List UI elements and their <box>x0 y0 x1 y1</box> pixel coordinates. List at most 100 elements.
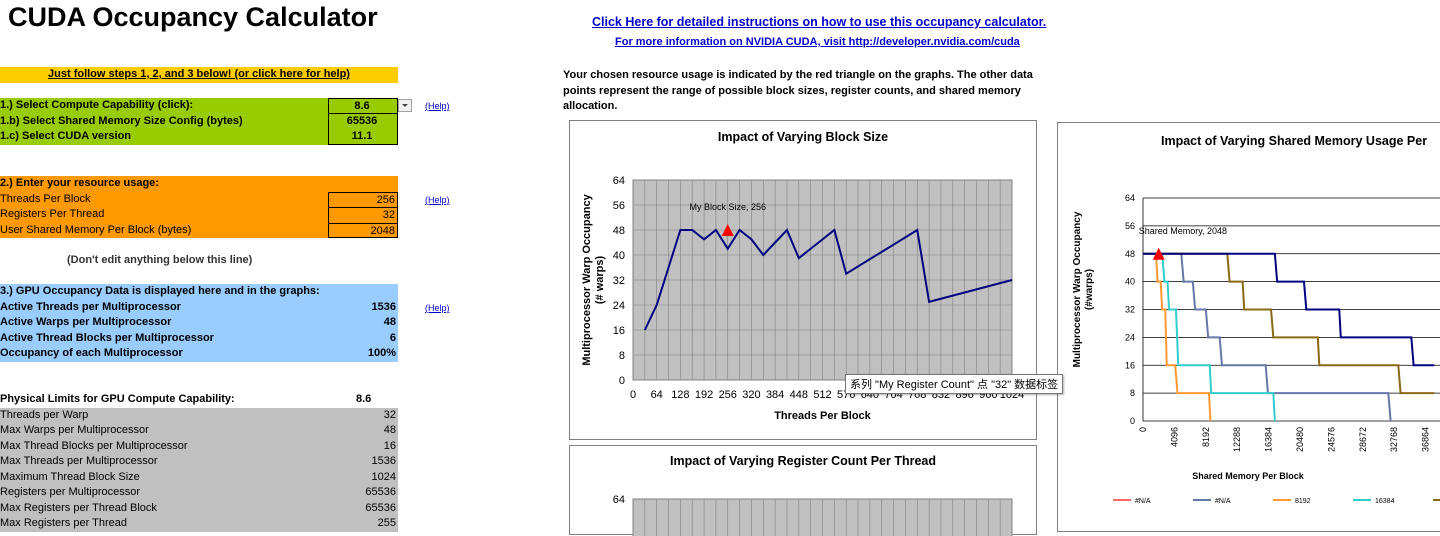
series-line <box>1143 252 1212 422</box>
shared-memory-config-value[interactable]: 65536 <box>328 113 398 129</box>
x-tick-label: 384 <box>766 389 784 401</box>
shared-memory-marker <box>1152 247 1165 260</box>
limit-value: 65536 <box>365 501 396 514</box>
x-tick-label: 192 <box>695 389 713 401</box>
register-count-chart[interactable]: Impact of Varying Register Count Per Thr… <box>569 445 1037 536</box>
occupancy-result-value: 100% <box>367 347 396 359</box>
step1-help-link[interactable]: (Help) <box>425 101 450 111</box>
y-tick-label: 56 <box>613 200 625 212</box>
y-tick-label: 48 <box>613 225 625 237</box>
limit-value: 255 <box>377 517 396 529</box>
limit-label: Max Registers per Thread <box>0 517 127 529</box>
registers-per-thread-input[interactable]: 32 <box>328 207 398 223</box>
limit-label: Maximum Thread Block Size <box>0 470 140 483</box>
shared-memory-per-block-input[interactable]: 2048 <box>328 222 398 238</box>
page-title: CUDA Occupancy Calculator <box>8 2 378 32</box>
limit-value: 1536 <box>371 455 396 467</box>
x-tick-label: 448 <box>790 389 808 401</box>
marker-label: My Block Size, 256 <box>689 202 766 212</box>
x-tick-label: 16384 <box>1264 427 1274 452</box>
y-tick-label: 64 <box>613 494 625 506</box>
x-tick-label: 36864 <box>1421 427 1431 452</box>
y-tick-label: 64 <box>613 175 625 187</box>
occupancy-result-value: 48 <box>383 316 396 328</box>
limit-value: 1024 <box>371 470 396 483</box>
shared-memory-config-label: 1.b) Select Shared Memory Size Config (b… <box>0 114 243 127</box>
limit-value: 16 <box>383 439 396 452</box>
shared-memory-chart-title: Impact of Varying Shared Memory Usage Pe… <box>1161 134 1428 148</box>
x-tick-label: 24576 <box>1326 427 1336 452</box>
occupancy-result-label: Active Warps per Multiprocessor <box>0 316 172 328</box>
occupancy-result-label: Occupancy of each Multiprocessor <box>0 347 183 359</box>
shared-memory-chart[interactable]: Impact of Varying Shared Memory Usage Pe… <box>1057 122 1440 532</box>
register-count-plot: 64 <box>613 494 1013 536</box>
step2-help-link[interactable]: (Help) <box>425 195 450 205</box>
dropdown-arrow-button[interactable] <box>398 99 412 112</box>
dont-edit-note: (Don't edit anything below this line) <box>67 254 253 266</box>
x-tick-label: 256 <box>719 389 737 401</box>
y-tick-label: 0 <box>1130 416 1135 426</box>
y-tick-label: 24 <box>1125 332 1135 342</box>
legend-label: #N/A <box>1135 498 1151 505</box>
compute-capability-select[interactable]: 8.6 <box>328 98 398 114</box>
step3-header: 3.) GPU Occupancy Data is displayed here… <box>0 285 320 297</box>
threads-per-block-input[interactable]: 256 <box>328 191 398 207</box>
x-tick-label: 4096 <box>1169 427 1179 447</box>
compute-capability-label: 1.) Select Compute Capability (click): <box>0 99 194 111</box>
step3-panel <box>0 284 398 362</box>
x-axis-label: Threads Per Block <box>774 410 871 422</box>
x-axis-label: Shared Memory Per Block <box>1192 471 1305 481</box>
limit-label: Max Thread Blocks per Multiprocessor <box>0 439 188 452</box>
steps-banner-label: Just follow steps 1, 2, and 3 below! (or… <box>48 68 350 80</box>
occupancy-result-label: Active Thread Blocks per Multiprocessor <box>0 331 214 344</box>
y-tick-label: 32 <box>613 275 625 287</box>
y-axis-label: Multiprocessor Warp Occupancy(#warps) <box>1072 211 1095 367</box>
limits-header: Physical Limits for GPU Compute Capabili… <box>0 393 235 405</box>
x-tick-label: 128 <box>671 389 689 401</box>
occupancy-result-value: 6 <box>389 331 396 344</box>
x-tick-label: 64 <box>651 389 663 401</box>
register-count-chart-title: Impact of Varying Register Count Per Thr… <box>669 454 937 468</box>
x-tick-label: 12288 <box>1232 427 1242 452</box>
occupancy-line <box>643 228 1013 331</box>
y-tick-label: 56 <box>1125 221 1135 231</box>
x-tick-label: 20480 <box>1295 427 1305 452</box>
shared-memory-plot: 0 8 16 24 32 40 48 56 64 0 4096 8192 12288 16384 20480… <box>1072 193 1440 505</box>
steps-banner[interactable]: Just follow steps 1, 2, and 3 below! (or… <box>0 67 398 83</box>
x-tick-label: 28672 <box>1358 427 1368 452</box>
x-tick-label: 0 <box>1138 427 1148 432</box>
series-line <box>1143 252 1435 395</box>
x-tick-label: 512 <box>813 389 831 401</box>
y-tick-label: 8 <box>1130 388 1135 398</box>
instructions-link[interactable]: Click Here for detailed instructions on … <box>592 15 1047 29</box>
occupancy-result-label: Active Threads per Multiprocessor <box>0 300 181 313</box>
y-tick-label: 24 <box>613 300 625 312</box>
y-tick-label: 16 <box>1125 360 1135 370</box>
cuda-info-link[interactable]: For more information on NVIDIA CUDA, vis… <box>615 36 1020 48</box>
limits-panel <box>0 407 398 532</box>
limit-label: Max Warps per Multiprocessor <box>0 424 149 436</box>
limit-value: 48 <box>383 424 396 436</box>
y-tick-label: 0 <box>619 375 625 387</box>
x-tick-label: 32768 <box>1389 427 1399 452</box>
limit-label: Max Threads per Multiprocessor <box>0 455 158 467</box>
y-tick-label: 8 <box>619 350 625 362</box>
limit-label: Max Registers per Thread Block <box>0 501 157 514</box>
legend-label: #N/A <box>1215 498 1231 505</box>
series-line <box>1143 252 1276 422</box>
chevron-down-icon <box>402 104 408 107</box>
marker-label: Shared Memory, 2048 <box>1139 226 1227 236</box>
y-tick-label: 40 <box>1125 277 1135 287</box>
cuda-version-label: 1.c) Select CUDA version <box>0 130 132 142</box>
limit-label: Registers per Multiprocessor <box>0 486 140 498</box>
cuda-version-value[interactable]: 11.1 <box>328 129 398 145</box>
x-tick-label: 8192 <box>1201 427 1211 447</box>
step2-header: 2.) Enter your resource usage: <box>0 177 159 189</box>
y-axis-label: Multiprocessor Warp Occupancy(# warps) <box>581 193 606 365</box>
x-tick-label: 0 <box>630 389 636 401</box>
step3-help-link[interactable]: (Help) <box>425 303 450 313</box>
y-tick-label: 40 <box>613 250 625 262</box>
threads-per-block-label: Threads Per Block <box>0 192 91 205</box>
description-text: Your chosen resource usage is indicated … <box>563 69 1033 112</box>
registers-per-thread-label: Registers Per Thread <box>0 208 105 220</box>
